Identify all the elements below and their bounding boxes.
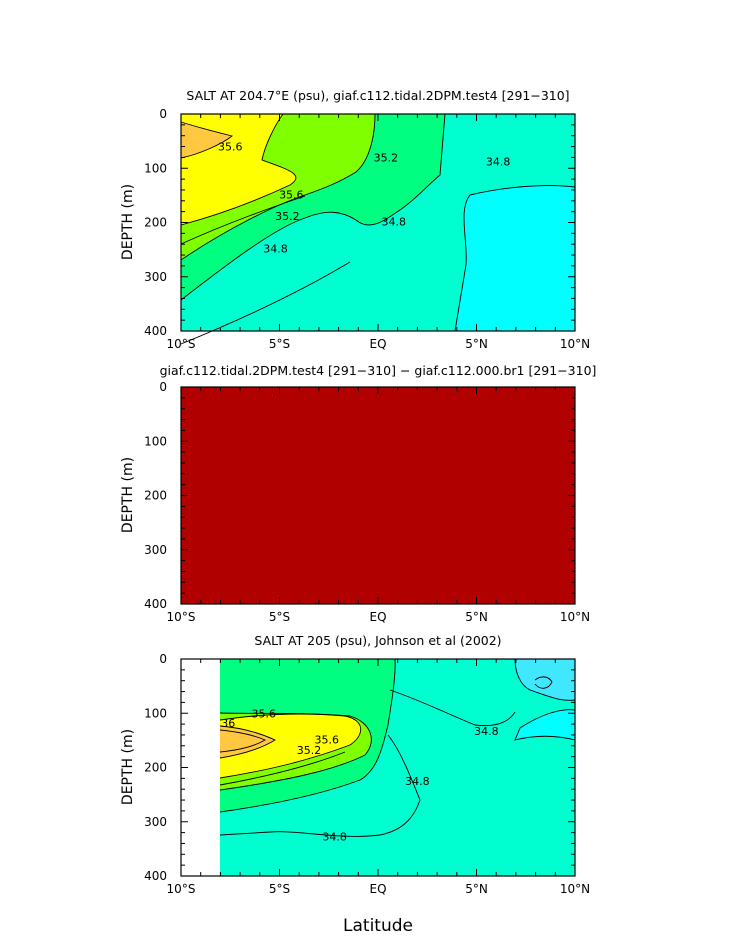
- panel-1-ylabel: DEPTH (m): [120, 184, 136, 260]
- x-tick-label: 10°N: [560, 882, 590, 896]
- fill-35.8: [181, 122, 232, 158]
- contour-35.0: [219, 658, 396, 813]
- contour-label: 36: [221, 717, 235, 730]
- contour-label: 34.8: [474, 725, 499, 738]
- y-tick-label: 100: [144, 434, 167, 448]
- panel-2: giaf.c112.tidal.2DPM.test4 [291−310] − g…: [120, 363, 596, 624]
- panel-3-ylabel: DEPTH (m): [120, 729, 136, 805]
- panel-1: SALT AT 204.7°E (psu), giaf.c112.tidal.2…: [120, 88, 590, 351]
- contour-label: 35.2: [297, 744, 322, 757]
- fill-34.6: [515, 659, 575, 701]
- x-tick-label: EQ: [369, 610, 386, 624]
- y-tick-label: 300: [144, 543, 167, 557]
- contour-34.8-north: [389, 689, 516, 727]
- x-tick-label: 5°S: [269, 610, 290, 624]
- contour-35.0: [180, 113, 446, 301]
- x-tick-label: 5°N: [465, 610, 488, 624]
- y-tick-label: 400: [144, 869, 167, 883]
- y-tick-label: 400: [144, 597, 167, 611]
- y-tick-label: 0: [159, 107, 167, 121]
- contour-label: 34.8: [322, 830, 347, 843]
- contour-34.6-south: [514, 709, 576, 741]
- y-tick-label: 200: [144, 489, 167, 503]
- contour-label: 34.8: [486, 156, 511, 169]
- contour-34.8: [454, 185, 576, 332]
- y-tick-label: 300: [144, 270, 167, 284]
- contour-label: 35.2: [275, 210, 300, 223]
- contour-label: 35.6: [218, 141, 243, 154]
- contour-label: 35.6: [315, 733, 340, 746]
- panel-3: SALT AT 205 (psu), Johnson et al (2002) …: [120, 633, 590, 936]
- contour-36.0: [219, 729, 266, 753]
- panel-3-plot: [219, 658, 576, 876]
- x-tick-label: 5°S: [269, 337, 290, 351]
- y-tick-label: 0: [159, 652, 167, 666]
- panel-3-xlabel: Latitude: [343, 916, 413, 936]
- y-tick-label: 300: [144, 815, 167, 829]
- y-tick-label: 200: [144, 216, 167, 230]
- x-tick-label: 5°N: [465, 882, 488, 896]
- contour-label: 34.8: [382, 215, 407, 228]
- x-tick-label: 10°S: [167, 882, 196, 896]
- contour-35.4: [219, 751, 346, 786]
- contour-36.0: [180, 121, 233, 159]
- panel-3-title: SALT AT 205 (psu), Johnson et al (2002): [254, 633, 501, 648]
- contour-35.2: [219, 712, 372, 791]
- difference-fill: [181, 387, 575, 604]
- panel-2-title: giaf.c112.tidal.2DPM.test4 [291−310] − g…: [160, 363, 597, 378]
- contour-label: 35.2: [374, 151, 399, 164]
- panel-2-ylabel: DEPTH (m): [120, 457, 136, 533]
- x-tick-label: 10°N: [560, 610, 590, 624]
- y-tick-label: 400: [144, 324, 167, 338]
- x-tick-label: 10°S: [167, 337, 196, 351]
- contour-34.8-west: [180, 261, 351, 345]
- panel-1-title: SALT AT 204.7°E (psu), giaf.c112.tidal.2…: [186, 88, 569, 103]
- panel-1-plot: [180, 113, 576, 345]
- contour-34.6-north: [514, 658, 576, 701]
- y-tick-label: 200: [144, 761, 167, 775]
- x-tick-label: 5°N: [465, 337, 488, 351]
- x-tick-label: EQ: [369, 337, 386, 351]
- contour-label: 34.8: [263, 243, 288, 256]
- contour-35.6: [180, 113, 297, 226]
- y-tick-label: 100: [144, 706, 167, 720]
- contour-35.6: [219, 713, 362, 779]
- contour-34.6-eddy: [534, 676, 553, 689]
- y-tick-label: 0: [159, 380, 167, 394]
- contour-35.4: [180, 195, 306, 245]
- x-tick-label: EQ: [369, 882, 386, 896]
- contour-35.2: [180, 113, 376, 261]
- x-tick-label: 10°N: [560, 337, 590, 351]
- contour-34.8-middle: [219, 734, 421, 837]
- contour-label: 34.8: [405, 775, 430, 788]
- fill-35.6: [220, 713, 361, 778]
- contour-35.8: [219, 725, 276, 759]
- y-tick-label: 100: [144, 161, 167, 175]
- x-tick-label: 10°S: [167, 610, 196, 624]
- fill-34.6-lower: [515, 709, 575, 740]
- contour-label: 35.6: [279, 188, 304, 201]
- x-tick-label: 5°S: [269, 882, 290, 896]
- contour-label: 35.6: [251, 707, 276, 720]
